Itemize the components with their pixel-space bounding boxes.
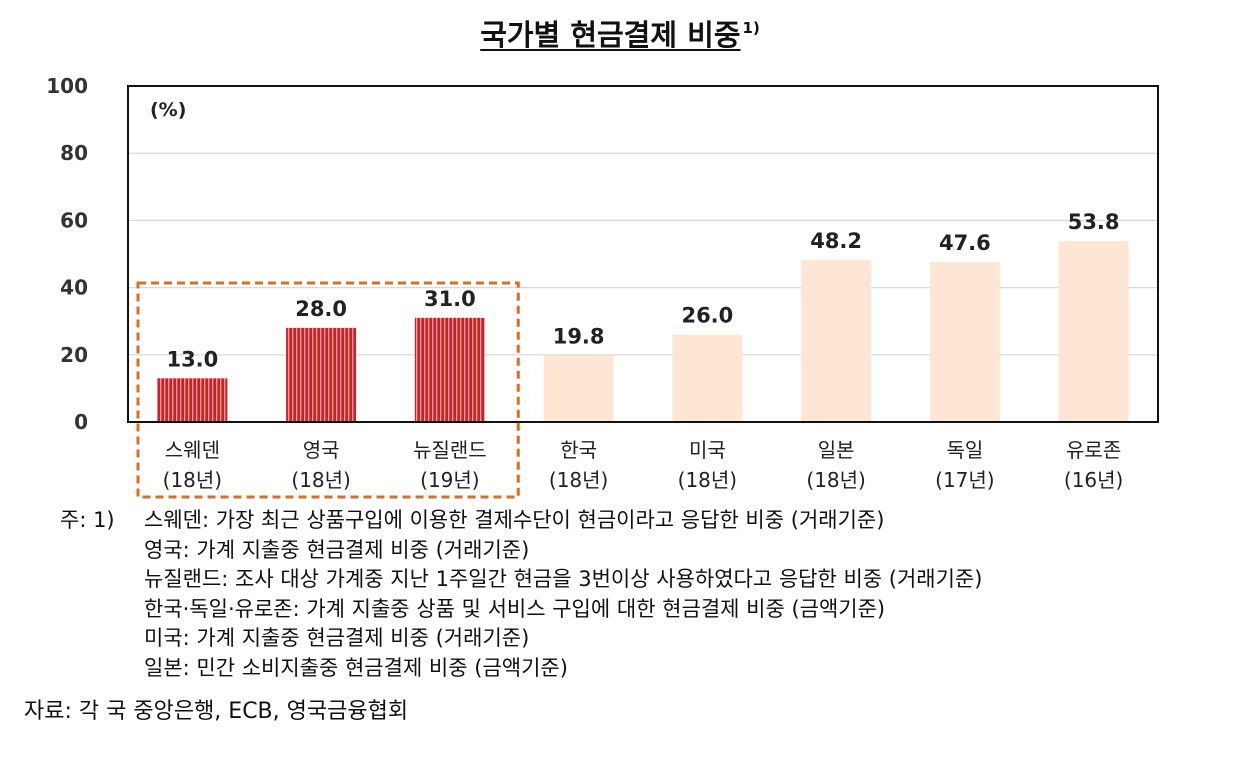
footnote-line: 미국: 가계 지출중 현금결제 비중 (거래기준): [144, 626, 530, 650]
chart-title: 국가별 현금결제 비중 1): [0, 12, 1240, 54]
x-category-year: (18년): [291, 468, 350, 492]
data-label: 26.0: [681, 304, 733, 328]
data-label: 53.8: [1068, 210, 1120, 234]
plot-frame: [127, 85, 1159, 423]
footnote-row: 미국: 가계 지출중 현금결제 비중 (거래기준): [60, 624, 982, 654]
data-label: 19.8: [553, 324, 605, 348]
title-footnote-marker: 1): [742, 19, 760, 37]
y-tick-label: 60: [60, 208, 88, 232]
x-category-year: (19년): [420, 468, 479, 492]
bar: [672, 334, 743, 422]
x-category-year: (18년): [549, 468, 608, 492]
x-category-name: 스웨덴: [165, 438, 220, 462]
footnotes: 주: 1) 스웨덴: 가장 최근 상품구입에 이용한 결제수단이 현금이라고 응답…: [60, 506, 982, 683]
source-note: 자료: 각 국 중앙은행, ECB, 영국금융협회: [24, 699, 409, 724]
x-category-name: 한국: [560, 438, 597, 462]
data-label: 28.0: [295, 297, 347, 321]
chart-title-text: 국가별 현금결제 비중: [480, 18, 741, 52]
footnote-row: 뉴질랜드: 조사 대상 가계중 지난 1주일간 현금을 3번이상 사용하였다고 …: [60, 565, 982, 595]
x-category-name: 미국: [689, 438, 726, 462]
footnote-line: 뉴질랜드: 조사 대상 가계중 지난 1주일간 현금을 3번이상 사용하였다고 …: [144, 567, 983, 591]
y-tick-label: 20: [60, 343, 88, 367]
x-category-year: (18년): [163, 468, 222, 492]
bar: [157, 378, 228, 422]
data-label: 31.0: [424, 287, 476, 311]
footnote-row: 영국: 가계 지출중 현금결제 비중 (거래기준): [60, 536, 982, 566]
data-label: 13.0: [166, 347, 218, 371]
x-category-year: (18년): [678, 468, 737, 492]
x-category-name: 일본: [818, 438, 855, 462]
y-tick-label: 0: [74, 410, 88, 434]
y-tick-label: 40: [60, 276, 88, 300]
y-tick-label: 100: [46, 74, 88, 98]
footnote-line: 스웨덴: 가장 최근 상품구입에 이용한 결제수단이 현금이라고 응답한 비중 …: [144, 508, 885, 532]
data-label: 47.6: [939, 231, 991, 255]
x-category-year: (17년): [935, 468, 994, 492]
y-tick-label: 80: [60, 141, 88, 165]
value-labels: 13.0 28.0 31.0 19.8 26.0 48.2 47.6 53.8: [166, 210, 1119, 371]
footnote-line: 일본: 민간 소비지출중 현금결제 비중 (금액기준): [144, 655, 568, 680]
bar: [1058, 241, 1129, 422]
gridlines: [128, 152, 1158, 356]
data-label: 48.2: [810, 229, 862, 253]
x-category-year: (18년): [806, 468, 865, 492]
footnote-lead: 주: 1): [60, 508, 115, 532]
bars: [157, 241, 1129, 422]
unit-label: (%): [150, 99, 186, 121]
x-axis-labels: 스웨덴 (18년) 영국 (18년) 뉴질랜드 (19년) 한국 (18년) 미국 (18년) 일본…: [163, 438, 1124, 492]
y-axis: 0 20 40 60 80 100: [46, 74, 88, 434]
footnote-row: 주: 1) 스웨덴: 가장 최근 상품구입에 이용한 결제수단이 현금이라고 응답…: [60, 506, 982, 536]
bar-chart: 0 20 40 60 80 100 (%) 13.0 28.0 31.0 19.8 26.0 48.…: [46, 74, 1159, 499]
footnote-row: 일본: 민간 소비지출중 현금결제 비중 (금액기준): [60, 654, 982, 684]
x-category-name: 영국: [303, 438, 340, 462]
x-category-year: (16년): [1064, 468, 1123, 492]
x-category-name: 유로존: [1066, 438, 1121, 462]
x-category-name: 독일: [946, 438, 983, 462]
footnote-line: 영국: 가계 지출중 현금결제 비중 (거래기준): [144, 537, 530, 562]
bar: [286, 327, 357, 422]
bar: [414, 317, 485, 422]
bar: [929, 262, 1000, 422]
x-category-name: 뉴질랜드: [413, 438, 487, 462]
footnote-row: 한국·독일·유로존: 가계 지출중 상품 및 서비스 구입에 대한 현금결제 비…: [60, 595, 982, 625]
footnote-line: 한국·독일·유로존: 가계 지출중 상품 및 서비스 구입에 대한 현금결제 비…: [144, 596, 886, 621]
highlight-dashed-box: [136, 281, 520, 499]
bar: [543, 355, 614, 422]
bar: [801, 260, 872, 422]
